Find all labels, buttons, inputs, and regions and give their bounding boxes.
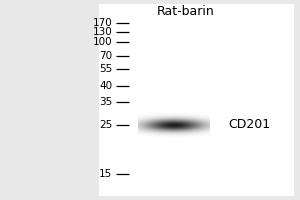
Text: 130: 130 [93, 27, 112, 37]
Text: CD201: CD201 [228, 118, 270, 132]
Text: 40: 40 [99, 81, 112, 91]
Text: 100: 100 [93, 37, 112, 47]
Text: 170: 170 [93, 18, 112, 28]
Text: Rat-barin: Rat-barin [157, 5, 215, 18]
FancyBboxPatch shape [99, 4, 294, 196]
Text: 35: 35 [99, 97, 112, 107]
Text: 55: 55 [99, 64, 112, 74]
Text: 25: 25 [99, 120, 112, 130]
Text: 15: 15 [99, 169, 112, 179]
Text: 70: 70 [99, 51, 112, 61]
